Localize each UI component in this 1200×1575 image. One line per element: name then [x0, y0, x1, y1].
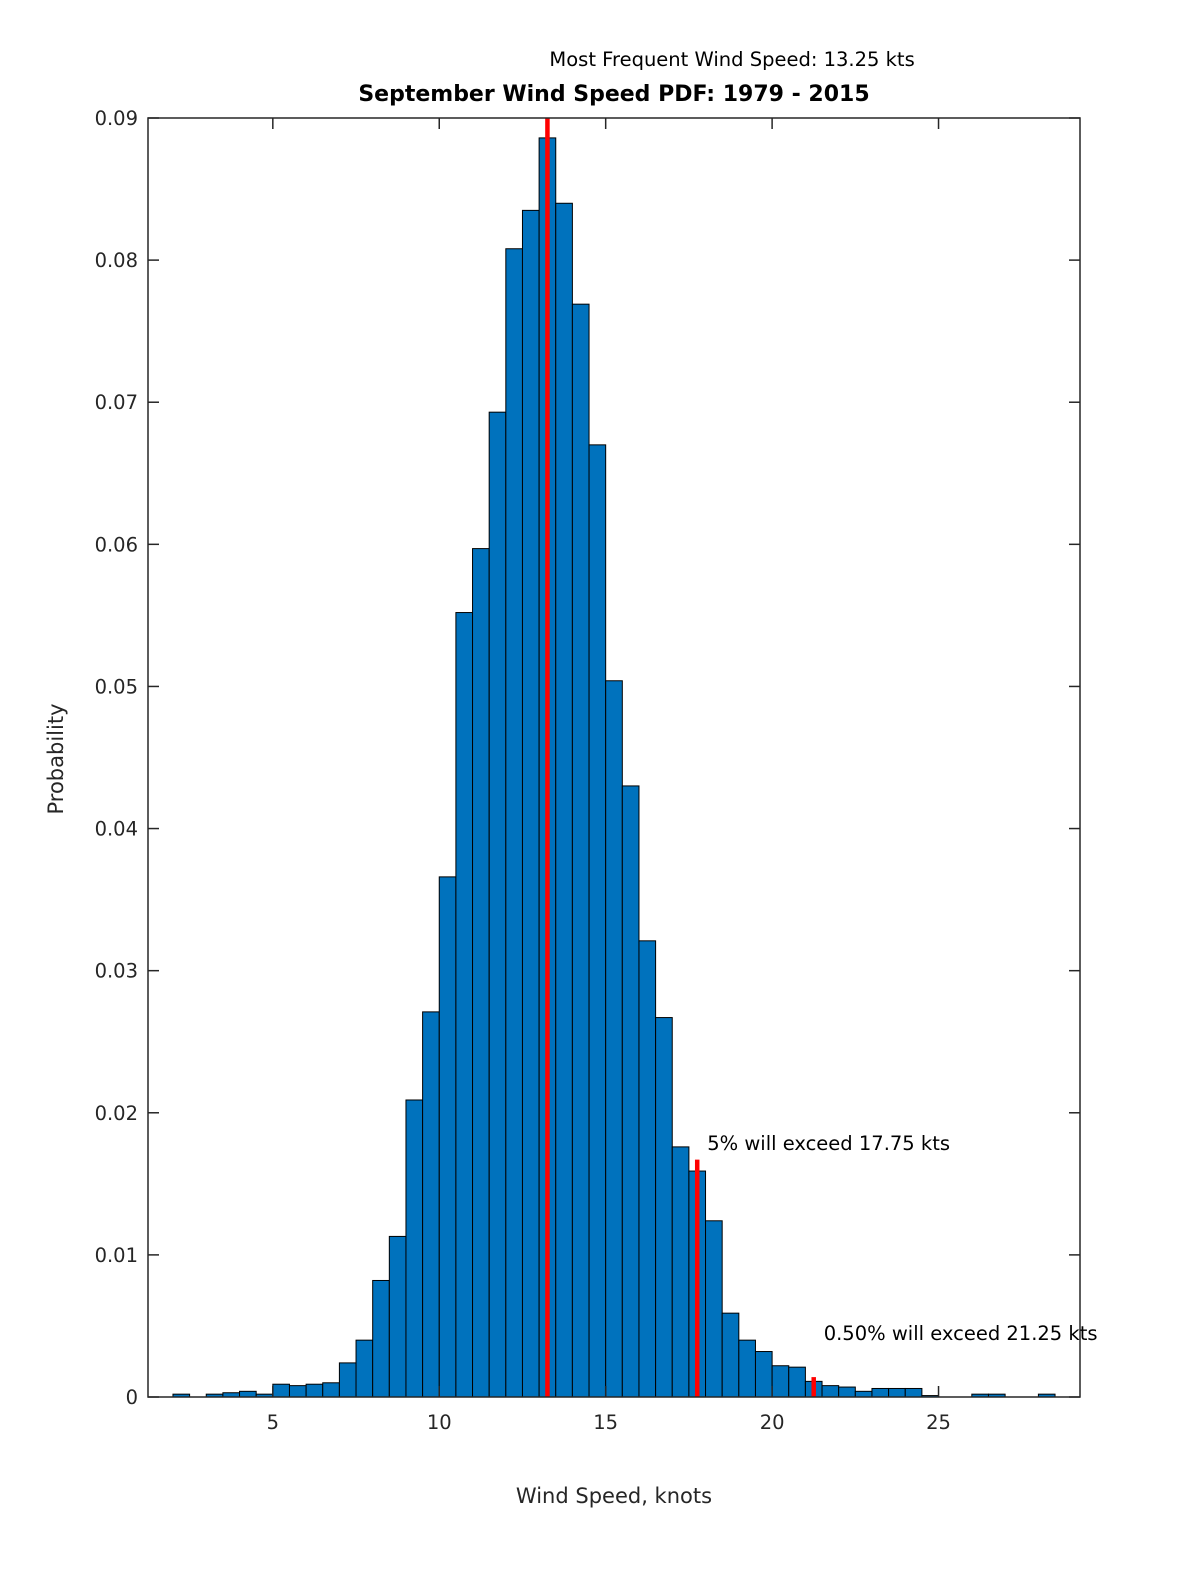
histogram-bar [871, 1387, 890, 1398]
x-tick-label: 5 [267, 1411, 279, 1434]
x-tick-label: 15 [593, 1411, 618, 1434]
histogram-bar [288, 1385, 307, 1398]
histogram-bar [888, 1387, 906, 1398]
histogram-bar [438, 876, 457, 1398]
histogram-bar [754, 1351, 773, 1398]
y-tick-label: 0.06 [95, 533, 138, 556]
histogram-bar [338, 1362, 357, 1398]
histogram-bar [388, 1235, 407, 1398]
histogram-bar [655, 1017, 673, 1398]
histogram-bar [322, 1382, 340, 1398]
y-tick-label: 0.05 [95, 675, 138, 698]
x-tick-label: 20 [760, 1411, 785, 1434]
histogram-bar [505, 248, 523, 1398]
histogram-bar [355, 1339, 374, 1398]
histogram-bar [721, 1312, 740, 1398]
histogram-bar [472, 548, 490, 1398]
histogram-bar [821, 1385, 840, 1398]
histogram-bar [788, 1366, 806, 1398]
histogram-bar [904, 1387, 923, 1398]
histogram-bar [305, 1383, 324, 1398]
exceed05-annotation-text: 0.50% will exceed 21.25 kts [823, 1322, 1098, 1346]
histogram-bar [422, 1011, 440, 1398]
histogram-bar [272, 1383, 290, 1398]
histogram-bar [738, 1339, 756, 1398]
mode-annotation-text: Most Frequent Wind Speed: 13.25 kts [549, 48, 915, 71]
histogram-bar [372, 1279, 390, 1398]
y-tick-label: 0.08 [95, 249, 138, 272]
y-tick-label: 0.07 [95, 391, 138, 414]
histogram-bar [521, 209, 540, 1398]
histogram-bar [638, 940, 657, 1398]
histogram-bar [239, 1390, 257, 1398]
histogram-bar [488, 411, 507, 1398]
y-axis-label: Probability [44, 703, 68, 815]
y-tick-label: 0.01 [95, 1244, 138, 1267]
y-tick-label: 0.02 [95, 1102, 138, 1125]
y-tick-label: 0.09 [95, 107, 138, 130]
histogram-bar [605, 680, 623, 1398]
histogram-bar [455, 612, 474, 1398]
histogram-bar [621, 785, 640, 1398]
y-tick-label: 0.04 [95, 818, 138, 841]
x-tick-label: 10 [427, 1411, 452, 1434]
histogram-bar [671, 1146, 690, 1398]
exceed5-annotation-text: 5% will exceed 17.75 kts [707, 1132, 951, 1156]
histogram-bar [771, 1365, 790, 1398]
y-tick-label: 0 [126, 1386, 138, 1409]
histogram-bar [588, 444, 607, 1398]
histogram-bar [838, 1386, 856, 1398]
chart-title: September Wind Speed PDF: 1979 - 2015 [358, 82, 870, 107]
histogram-bar [705, 1220, 723, 1398]
histogram-bar [405, 1099, 424, 1398]
y-tick-label: 0.03 [95, 960, 138, 983]
x-axis-label: Wind Speed, knots [515, 1484, 713, 1508]
histogram-bar [555, 202, 573, 1398]
axes-box [147, 117, 1081, 1398]
x-tick-label: 25 [926, 1411, 951, 1434]
histogram-bar [854, 1390, 873, 1398]
histogram-bar [571, 303, 590, 1398]
